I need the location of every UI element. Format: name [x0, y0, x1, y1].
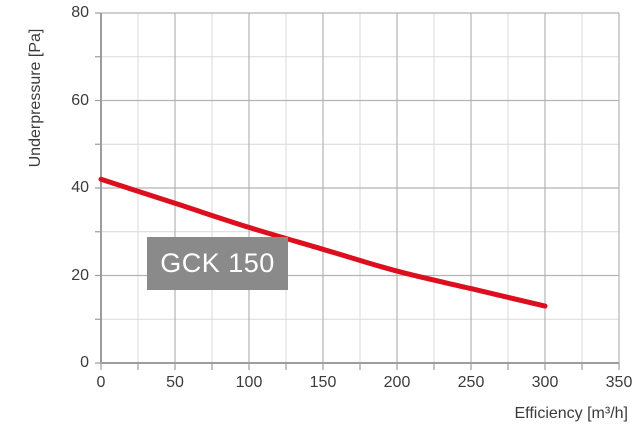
y-tick-label: 0	[80, 354, 89, 371]
y-tick-label: 40	[71, 179, 89, 196]
x-tick-label: 200	[383, 374, 411, 391]
x-tick-label: 50	[166, 374, 184, 391]
x-tick-label: 100	[235, 374, 263, 391]
y-tick-label: 60	[71, 91, 89, 109]
gck150-curve	[98, 176, 548, 309]
x-tick-label: 300	[531, 374, 559, 391]
x-axis-title: Efficiency [m³/h]	[514, 405, 628, 422]
series-label-box: GCK 150	[147, 237, 288, 290]
x-tick-label: 250	[457, 374, 485, 391]
x-tick-label: 0	[96, 374, 106, 391]
x-tick-label: 350	[605, 374, 633, 391]
y-tick-label: 80	[71, 4, 89, 21]
x-tick-label: 150	[309, 374, 337, 391]
y-tick-label: 20	[71, 266, 89, 284]
